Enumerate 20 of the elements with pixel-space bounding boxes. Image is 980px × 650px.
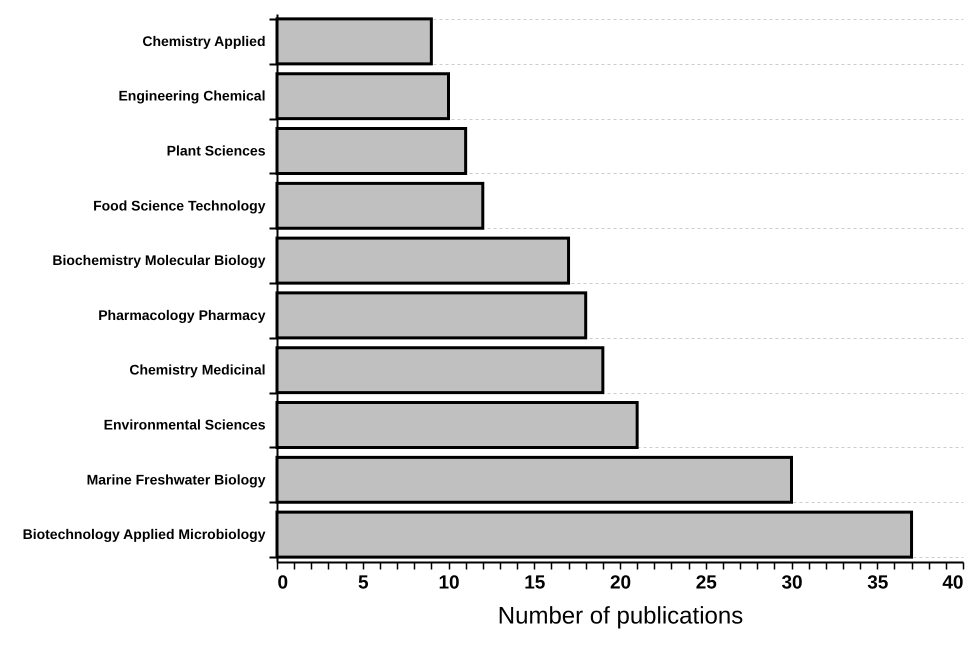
- x-tick-label: 5: [358, 572, 369, 594]
- y-tick-label: Pharmacology Pharmacy: [98, 306, 266, 323]
- y-tick-label: Marine Freshwater Biology: [86, 471, 266, 488]
- y-tick-label: Chemistry Applied: [142, 32, 266, 49]
- x-tick-label: 25: [696, 572, 718, 594]
- x-tick-label: 10: [438, 572, 460, 594]
- x-tick-label: 35: [867, 572, 889, 594]
- y-tick-label: Chemistry Medicinal: [129, 362, 266, 378]
- y-tick-label: Biochemistry Molecular Biology: [52, 252, 266, 268]
- y-tick-label: Plant Sciences: [166, 142, 266, 158]
- x-tick-label: 15: [524, 572, 546, 594]
- x-tick-label: 30: [781, 572, 803, 594]
- y-tick-label: Food Science Technology: [93, 197, 266, 214]
- y-tick-label: Biotechnology Applied Microbiology: [22, 526, 266, 542]
- y-tick-label: Environmental Sciences: [104, 416, 266, 432]
- y-tick-label: Engineering Chemical: [118, 88, 266, 104]
- x-tick-label: 0: [278, 572, 288, 594]
- x-tick-label: 40: [942, 572, 964, 594]
- x-tick-label: 20: [610, 572, 632, 594]
- x-axis-title: Number of publications: [498, 602, 744, 630]
